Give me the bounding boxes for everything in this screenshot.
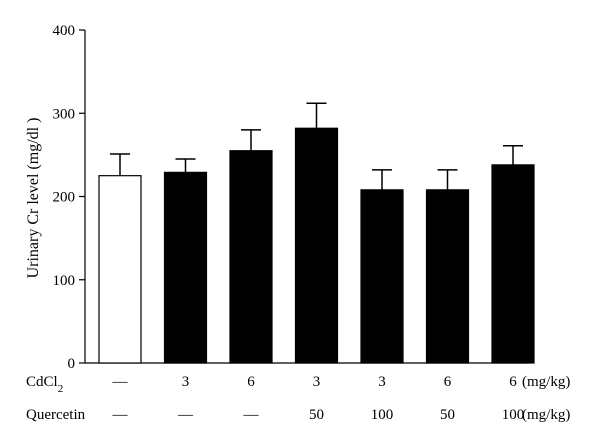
y-tick-label: 200 [53, 190, 76, 206]
row-value: — [177, 407, 194, 423]
bar [294, 127, 339, 364]
bar [425, 189, 470, 364]
row-value: 6 [247, 374, 255, 390]
y-tick-label: 300 [53, 106, 76, 122]
row-value: 100 [502, 407, 525, 423]
bar [229, 150, 273, 364]
bar [163, 171, 208, 364]
row-value: 3 [313, 374, 321, 390]
y-tick-label: 400 [53, 23, 76, 39]
treatment-table: CdCl2 — 3 6 3 3 6 6 (mg/kg) Quercetin — — — 50 100 50 10… [26, 374, 570, 423]
row-value: 6 [509, 374, 517, 390]
row-unit: (mg/kg) [522, 374, 570, 390]
row-value: — [112, 407, 129, 423]
row-unit: (mg/kg) [522, 407, 570, 423]
row-value: 6 [444, 374, 452, 390]
row-value: 3 [378, 374, 386, 390]
row-value: 3 [182, 374, 190, 390]
bar [360, 189, 404, 364]
row-label-subscript: 2 [58, 383, 64, 395]
bar [98, 175, 142, 364]
row-value: — [112, 374, 129, 390]
chart-bars [98, 127, 535, 364]
row-value: — [243, 407, 260, 423]
row-label: CdCl2 [26, 374, 63, 395]
chart-error-bars [110, 102, 523, 190]
row-value: 50 [440, 407, 455, 423]
row-label: Quercetin [26, 407, 86, 423]
y-axis-label: Urinary Cr level (mg/dl ) [25, 118, 42, 279]
row-value: 100 [371, 407, 394, 423]
y-axis-ticks: 0 100 200 300 400 [53, 23, 85, 372]
bar [491, 164, 535, 364]
row-value: 50 [309, 407, 324, 423]
y-tick-label: 100 [53, 273, 76, 289]
y-tick-label: 0 [68, 356, 76, 372]
